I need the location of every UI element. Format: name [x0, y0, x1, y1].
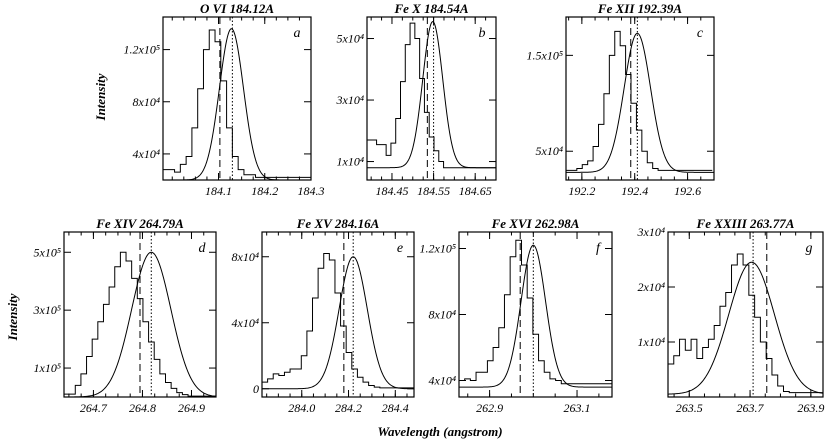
- panel-e-plot: [262, 232, 414, 397]
- gaussian-fit-line: [262, 256, 414, 390]
- x-tick-label: 184.55: [417, 184, 450, 198]
- y-tick-label: 1x10⁴: [638, 335, 666, 349]
- x-tick-label: 284.0: [288, 401, 315, 415]
- panel-g-plot: [668, 232, 823, 397]
- x-tick-label: 263.9: [797, 401, 824, 415]
- x-tick-label: 284.4: [382, 401, 409, 415]
- observed-histogram: [262, 252, 414, 389]
- x-tick-label: 184.3: [298, 184, 325, 198]
- y-tick-label: 1x10⁵: [34, 361, 62, 375]
- gaussian-fit-line: [668, 261, 823, 395]
- panel-letter: b: [479, 26, 486, 41]
- panel-letter: d: [199, 241, 207, 256]
- x-tick-label: 264.8: [129, 401, 156, 415]
- panel-c: 192.2 192.4 192.6 5x10⁴ 1.5x10⁵ Fe XII 192.39…: [527, 1, 715, 198]
- y-tick-label: 1.5x10⁵: [527, 48, 564, 62]
- y-axis-label-bottom: Intensity: [5, 293, 20, 341]
- y-tick-label: 5x10⁴: [536, 144, 564, 158]
- y-tick-label: 3x10⁵: [33, 303, 62, 317]
- y-tick-label: 4x10⁴: [133, 147, 161, 161]
- gaussian-fit-line: [163, 28, 311, 180]
- y-tick-label: 3x10⁴: [336, 93, 365, 107]
- panel-e: 284.0 284.2 284.4 0 4x10⁴ 8x10⁴ Fe XV 284.16A e: [232, 216, 415, 415]
- y-tick-label: 4x10⁴: [232, 316, 260, 330]
- panel-a-plot: [163, 17, 311, 180]
- panel-letter: f: [596, 241, 602, 256]
- x-tick-label: 184.1: [205, 184, 232, 198]
- panel-title: Fe XIV 264.79A: [95, 216, 184, 231]
- y-tick-label: 0: [253, 382, 259, 396]
- x-tick-label: 192.4: [621, 184, 648, 198]
- y-axis-label-top: Intensity: [93, 73, 108, 121]
- x-tick-label: 263.7: [737, 401, 765, 415]
- x-tick-label: 264.9: [178, 401, 205, 415]
- panel-letter: c: [697, 26, 704, 41]
- x-tick-label: 263.5: [676, 401, 703, 415]
- panel-b: 184.45 184.55 184.65 1x10⁴ 3x10⁴ 5x10⁴ Fe X 18…: [336, 1, 497, 198]
- panel-letter: e: [397, 241, 403, 256]
- panel-letter: g: [806, 241, 813, 256]
- panel-frame: [63, 231, 217, 398]
- x-tick-label: 262.9: [476, 401, 503, 415]
- panel-frame: [261, 231, 415, 398]
- y-tick-label: 2x10⁴: [638, 280, 666, 294]
- panel-title: O VI 184.12A: [200, 1, 274, 16]
- y-tick-label: 1.2x10⁵: [124, 43, 161, 57]
- x-tick-label: 184.45: [375, 184, 408, 198]
- panel-title: Fe XXIII 263.77A: [696, 216, 795, 231]
- panel-frame: [162, 16, 312, 181]
- x-tick-label: 192.2: [568, 184, 595, 198]
- observed-histogram: [459, 239, 612, 385]
- y-tick-label: 8x10⁴: [133, 95, 161, 109]
- observed-histogram: [566, 30, 713, 171]
- panel-b-plot: [367, 17, 496, 180]
- x-tick-label: 263.1: [564, 401, 591, 415]
- y-tick-label: 8x10⁴: [232, 250, 260, 264]
- y-tick-label: 8x10⁴: [429, 308, 457, 322]
- y-tick-label: 5x10⁵: [34, 245, 62, 259]
- panel-c-plot: [566, 17, 714, 180]
- gaussian-fit-line: [459, 244, 612, 388]
- observed-histogram: [668, 253, 823, 394]
- y-tick-label: 1x10⁴: [337, 155, 365, 169]
- y-tick-label: 4x10⁴: [429, 374, 457, 388]
- panel-frame: [667, 231, 824, 398]
- panel-f-plot: [459, 232, 612, 397]
- x-tick-label: 184.65: [459, 184, 492, 198]
- y-tick-label: 3x10⁴: [637, 225, 666, 239]
- panel-d: 264.7 264.8 264.9 1x10⁵ 3x10⁵ 5x10⁵ Fe XIV 264…: [33, 216, 217, 415]
- panel-frame: [565, 16, 715, 181]
- panel-title: Fe XV 284.16A: [296, 216, 380, 231]
- panel-title: Fe X 184.54A: [393, 1, 468, 16]
- panel-f: 262.9 263.1 4x10⁴ 8x10⁴ 1.2x10⁵ Fe XVI 262.98…: [420, 216, 613, 415]
- panel-letter: a: [294, 26, 301, 41]
- panel-title: Fe XVI 262.98A: [491, 216, 580, 231]
- y-tick-label: 1.2x10⁵: [420, 242, 457, 256]
- gaussian-fit-line: [566, 32, 714, 173]
- x-tick-label: 192.6: [674, 184, 701, 198]
- panel-d-plot: [64, 232, 216, 397]
- x-tick-label: 184.2: [251, 184, 278, 198]
- x-tick-label: 264.7: [80, 401, 108, 415]
- gaussian-fit-line: [64, 251, 216, 397]
- panel-g: 263.5 263.7 263.9 1x10⁴ 2x10⁴ 3x10⁴ Fe XXIII 2…: [637, 216, 825, 415]
- observed-histogram: [64, 251, 216, 397]
- x-tick-label: 284.2: [335, 401, 362, 415]
- panel-title: Fe XII 192.39A: [597, 1, 682, 16]
- y-tick-label: 5x10⁴: [337, 32, 365, 46]
- panel-a: 184.1 184.2 184.3 4x10⁴ 8x10⁴ 1.2x10⁵ O VI 184…: [124, 1, 325, 198]
- observed-histogram: [367, 22, 496, 169]
- observed-histogram: [163, 29, 311, 178]
- panel-frame: [366, 16, 497, 181]
- gaussian-fit-line: [367, 21, 496, 169]
- x-axis-label: Wavelength (angstrom): [377, 424, 502, 439]
